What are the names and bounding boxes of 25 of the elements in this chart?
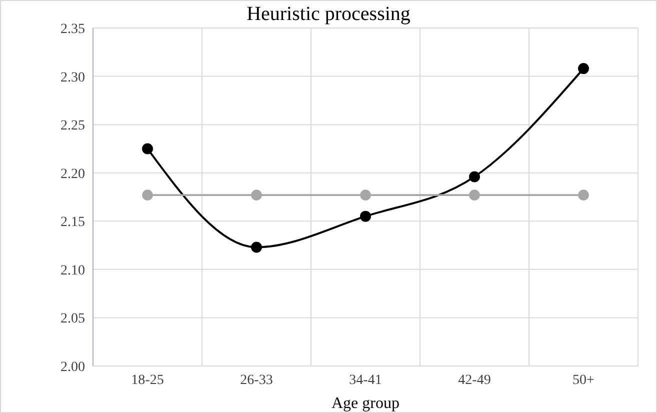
y-tick-label: 2.30 bbox=[60, 70, 85, 86]
y-tick-label: 2.25 bbox=[60, 118, 85, 134]
y-tick-label: 2.05 bbox=[60, 312, 85, 327]
y-tick-label: 2.35 bbox=[60, 22, 85, 37]
y-tick-label: 2.20 bbox=[60, 166, 85, 182]
point bbox=[251, 242, 262, 253]
x-tick-label: 34-41 bbox=[349, 372, 382, 388]
point bbox=[142, 190, 153, 200]
y-tick-label: 2.00 bbox=[60, 360, 85, 375]
point bbox=[360, 190, 371, 200]
chart-title: Heuristic processing bbox=[246, 3, 410, 25]
point bbox=[578, 63, 589, 74]
x-tick-label: 50+ bbox=[572, 372, 595, 388]
x-tick-label: 26-33 bbox=[240, 372, 273, 388]
point bbox=[360, 210, 371, 222]
x-tick-label: 42-49 bbox=[458, 372, 491, 388]
x-tick-label: 18-25 bbox=[131, 372, 164, 388]
y-tick-label: 2.10 bbox=[60, 263, 85, 278]
point bbox=[142, 143, 153, 154]
x-axis-title: Age group bbox=[332, 395, 400, 412]
point bbox=[251, 190, 262, 200]
point bbox=[469, 190, 480, 200]
point bbox=[578, 190, 589, 200]
point bbox=[469, 171, 480, 182]
y-tick-label: 2.15 bbox=[60, 215, 85, 230]
